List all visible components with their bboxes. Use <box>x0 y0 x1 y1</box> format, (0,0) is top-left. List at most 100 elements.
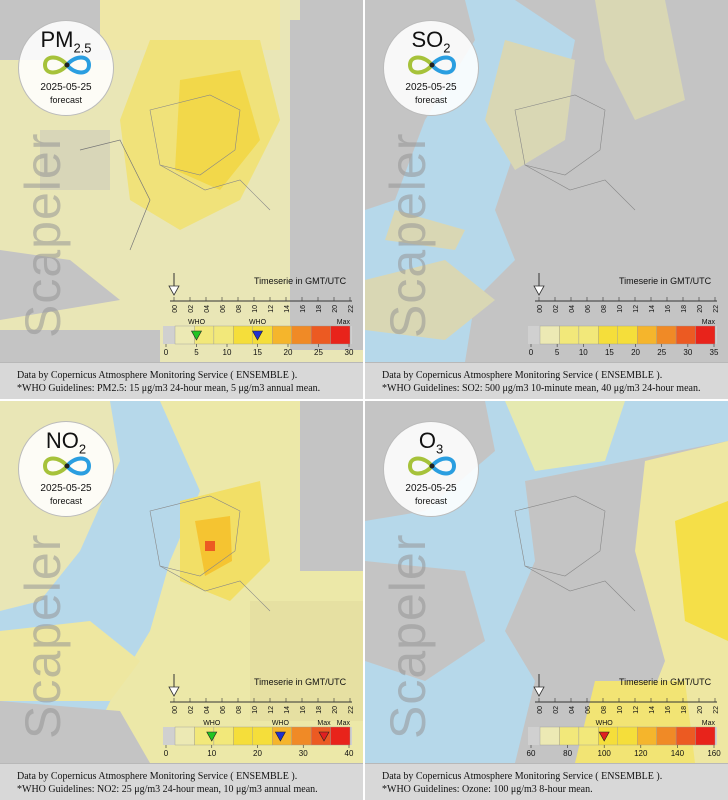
timeline-hour: 14 <box>284 305 291 313</box>
timeline-hour: 18 <box>316 305 323 313</box>
map-panel-no2: Scapeler NO2 2025-05-25 forecast Timeser… <box>0 401 363 800</box>
timeline-hour: 22 <box>713 706 720 714</box>
timeline-hour: 16 <box>665 305 672 313</box>
infinity-logo-icon <box>407 456 457 476</box>
time-cursor-arrow-icon <box>168 285 180 296</box>
scale-tick-label: 25 <box>314 348 323 357</box>
timeline-hour: 18 <box>681 305 688 313</box>
scale-segment <box>310 726 331 746</box>
pollutant-badge: PM2.5 2025-05-25 forecast <box>18 20 114 116</box>
scale-segment <box>578 726 599 746</box>
pollutant-badge: NO2 2025-05-25 forecast <box>18 421 114 517</box>
map-panel-so2: Scapeler SO2 2025-05-25 forecast Timeser… <box>365 0 728 399</box>
scale-segment <box>695 325 716 345</box>
time-cursor-arrow-icon <box>533 686 545 697</box>
caption-source: Data by Copernicus Atmosphere Monitoring… <box>382 370 663 381</box>
scale-segment <box>330 726 351 746</box>
timeserie-label: Timeserie in GMT/UTC <box>254 276 347 286</box>
who-marker-arrow-icon <box>274 731 286 742</box>
caption-who: *WHO Guidelines: SO2: 500 μg/m3 10-minut… <box>382 383 701 394</box>
forecast-date: 2025-05-25 <box>40 483 92 494</box>
scale-tick-label: 20 <box>631 348 640 357</box>
scale-segment <box>578 325 599 345</box>
scale-segment <box>291 325 312 345</box>
timeline-hour: 16 <box>300 706 307 714</box>
scale-segment <box>233 325 253 345</box>
pollutant-badge: SO2 2025-05-25 forecast <box>383 20 479 116</box>
scale-segment <box>598 325 618 345</box>
timeline-hour: 02 <box>188 706 195 714</box>
timeline-hour: 18 <box>316 706 323 714</box>
scale-segment <box>656 325 677 345</box>
timeline-hour: 04 <box>204 305 211 313</box>
who-marker-label: Max <box>317 720 331 727</box>
timeline-hour: 12 <box>633 706 640 714</box>
forecast-date: 2025-05-25 <box>405 483 457 494</box>
timeline-hour: 06 <box>220 706 227 714</box>
timeline-hour: 20 <box>697 706 704 714</box>
timeline-hour: 02 <box>553 305 560 313</box>
timeline-hour: 22 <box>713 305 720 313</box>
caption: Data by Copernicus Atmosphere Monitoring… <box>0 362 363 399</box>
timeline-hour: 00 <box>172 305 179 313</box>
scale-segment <box>695 726 716 746</box>
timeline-hour: 00 <box>172 706 179 714</box>
infinity-logo-icon <box>42 456 92 476</box>
timeline-hour: 02 <box>553 706 560 714</box>
legend-3: 00 02 04 06 08 10 12 14 16 18 20 22 Max 60 80 100 120 140… <box>527 674 721 758</box>
forecast-date: 2025-05-25 <box>40 82 92 93</box>
scale-tick-label: 5 <box>194 348 199 357</box>
pollutant-title: PM2.5 <box>40 27 92 56</box>
scale-segment <box>559 726 580 746</box>
scale-segment <box>213 726 234 746</box>
scale-tick-label: 40 <box>345 749 354 758</box>
who-marker-label: WHO <box>596 720 614 727</box>
legend-2: 00 02 04 06 08 10 12 14 16 18 20 22 Max 0 10 20 30 40 WHO W… <box>163 674 355 758</box>
timeline-hour: 08 <box>601 305 608 313</box>
who-marker-arrow-icon <box>251 330 264 341</box>
who-marker-arrow-icon <box>318 731 330 742</box>
time-cursor-arrow-icon <box>533 285 545 296</box>
timeline-hour: 18 <box>681 706 688 714</box>
scale-segment <box>272 325 292 345</box>
scale-tick-label: 30 <box>345 348 354 357</box>
timeline-hour: 12 <box>268 706 275 714</box>
who-marker-arrow-icon <box>206 731 218 742</box>
timeline-hour: 14 <box>284 706 291 714</box>
timeline-hour: 22 <box>348 305 355 313</box>
caption-source: Data by Copernicus Atmosphere Monitoring… <box>17 370 298 381</box>
timeline-hour: 08 <box>236 305 243 313</box>
o3-map <box>365 401 728 763</box>
scale-max-label: Max <box>337 720 351 727</box>
scale-tick-label: 5 <box>555 348 560 357</box>
timeserie-label: Timeserie in GMT/UTC <box>254 677 347 687</box>
scale-tick-label: 35 <box>710 348 719 357</box>
timeline-hour: 08 <box>601 706 608 714</box>
scale-tick-label: 0 <box>164 348 169 357</box>
timeline-hour: 20 <box>332 305 339 313</box>
caption: Data by Copernicus Atmosphere Monitoring… <box>0 763 363 800</box>
who-marker-arrow-icon <box>598 731 610 742</box>
timeline-hour: 00 <box>537 305 544 313</box>
scale-segment <box>559 325 580 345</box>
who-marker-label: WHO <box>272 720 290 727</box>
scale-segment <box>617 325 638 345</box>
scale-max-label: Max <box>337 319 351 326</box>
forecast-label: forecast <box>49 95 82 105</box>
timeline-hour: 16 <box>665 706 672 714</box>
timeline-hour: 12 <box>268 305 275 313</box>
scale-segment <box>233 726 253 746</box>
scale-tick-label: 100 <box>598 749 612 758</box>
timeline-hour: 10 <box>617 706 624 714</box>
who-marker-label: WHO <box>203 720 221 727</box>
timeline-hour: 04 <box>569 706 576 714</box>
timeline-hour: 04 <box>204 706 211 714</box>
scale-segment <box>675 726 696 746</box>
caption-source: Data by Copernicus Atmosphere Monitoring… <box>17 771 298 782</box>
caption-who: *WHO Guidelines: NO2: 25 μg/m3 24-hour m… <box>17 784 318 795</box>
forecast-label: forecast <box>49 496 82 506</box>
timeline-hour: 12 <box>633 305 640 313</box>
scale-segment <box>637 325 657 345</box>
map-panel-pm25: Scapeler PM2.5 2025-05-25 forecast Times… <box>0 0 363 399</box>
scale-max-label: Max <box>702 319 716 326</box>
